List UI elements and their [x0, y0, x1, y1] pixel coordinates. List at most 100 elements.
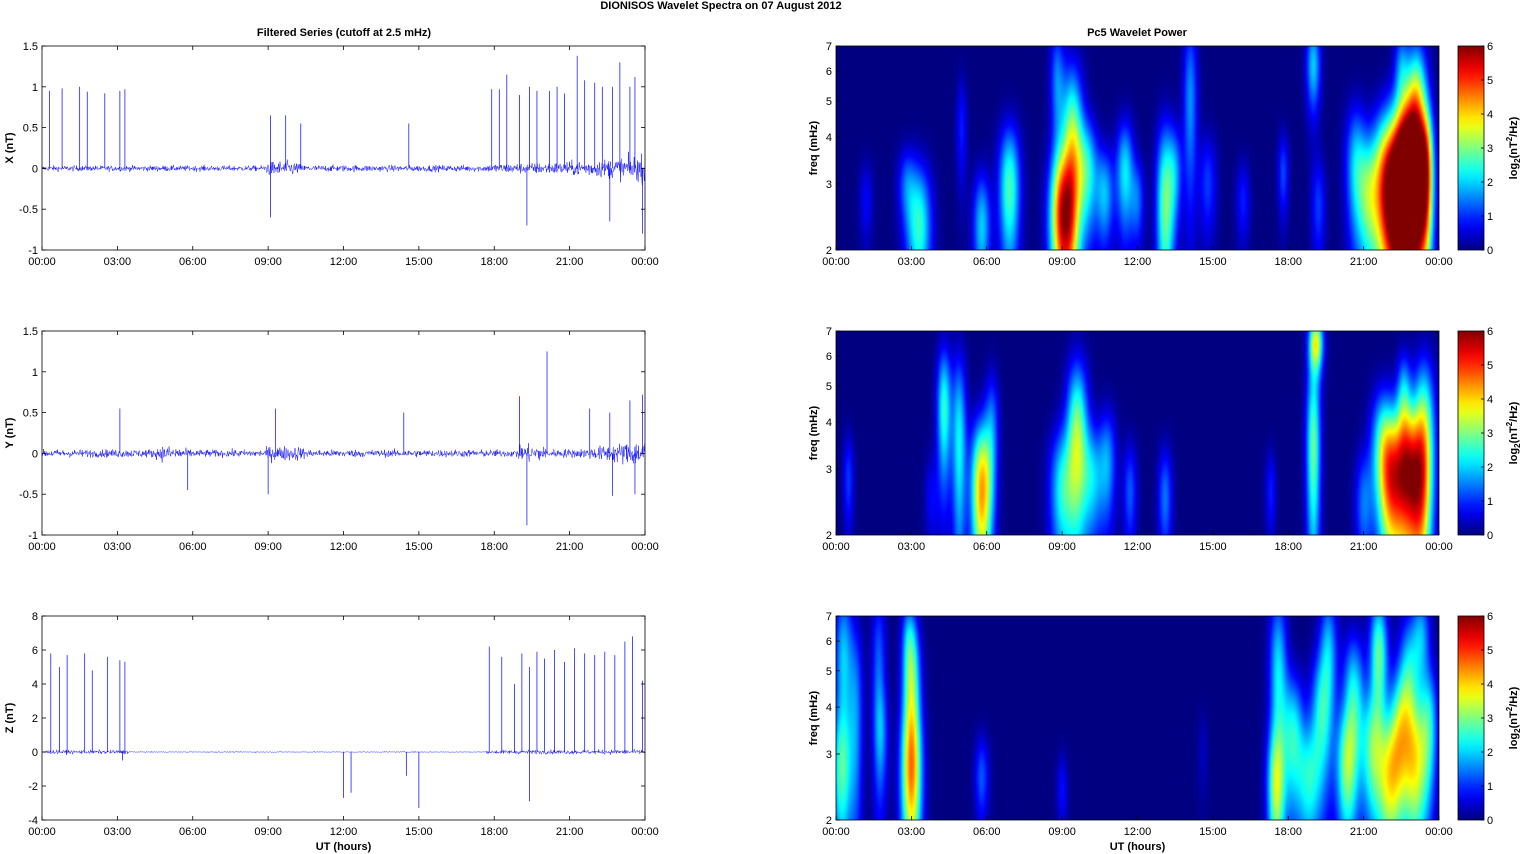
- x-tick-label: 18:00: [480, 256, 508, 268]
- y-tick-label: 2: [826, 245, 832, 257]
- y-tick-label: 4: [32, 679, 38, 691]
- left-column-title: Filtered Series (cutoff at 2.5 mHz): [257, 27, 432, 39]
- x-tick-label: 18:00: [1274, 256, 1302, 268]
- x-tick-label: 00:00: [28, 541, 56, 553]
- y-tick-label: 7: [826, 326, 832, 338]
- x-tick-label: 21:00: [1350, 826, 1378, 838]
- colorbar-tick-label: 1: [1487, 496, 1493, 508]
- y-tick-label: 5: [826, 666, 832, 678]
- x-tick-label: 06:00: [179, 541, 207, 553]
- x-tick-label: 00:00: [631, 541, 659, 553]
- colorbar-tick-label: 0: [1487, 815, 1493, 827]
- line-panel-3: -4 -2 0 2 4 6 8 00:00 03:00 06:00 09:00 12:00 15:00 1…: [4, 611, 659, 853]
- colorbar-tick-label: 3: [1487, 428, 1493, 440]
- colorbar-tick-label: 5: [1487, 645, 1493, 657]
- y-tick-label: -1: [28, 245, 38, 257]
- line-panel-2: -1 -0.5 0 0.5 1 1.5 00:00 03:00 06:00 09:00 12:00 1…: [4, 326, 659, 553]
- wavelet-power-image: [836, 616, 1439, 820]
- line-panel-1: -1 -0.5 0 0.5 1 1.5 00:00 03:00 06:00 09:00 12:00 1…: [4, 41, 659, 268]
- x-tick-label: 18:00: [480, 826, 508, 838]
- y-tick-label: 4: [826, 132, 832, 144]
- x-tick-label: 00:00: [822, 541, 850, 553]
- x-tick-label: 21:00: [1350, 256, 1378, 268]
- y-tick-label: -4: [28, 815, 38, 827]
- x-tick-label: 00:00: [822, 256, 850, 268]
- colorbar-tick-label: 1: [1487, 211, 1493, 223]
- data-series-line: [42, 748, 645, 756]
- y-tick-label: 0: [32, 448, 38, 460]
- colorbar-label: log2(nT2/Hz): [1505, 116, 1521, 179]
- colorbar-tick-label: 6: [1487, 326, 1493, 338]
- figure-suptitle: DIONISOS Wavelet Spectra on 07 August 20…: [600, 0, 841, 12]
- y-tick-label: 0: [32, 747, 38, 759]
- x-tick-label: 00:00: [1425, 826, 1453, 838]
- heatmap-panel-6: 2 3 4 5 6 7 00:00 03:00 06:00 09:00 12:00 15:00 18:0…: [808, 611, 1521, 853]
- x-tick-label: 15:00: [1199, 826, 1227, 838]
- x-tick-label: 09:00: [254, 541, 282, 553]
- data-series-line: [42, 443, 645, 465]
- x-tick-label: 12:00: [1124, 256, 1152, 268]
- x-tick-label: 06:00: [973, 826, 1001, 838]
- wavelet-power-image: [836, 46, 1439, 250]
- colorbar: [1457, 45, 1485, 251]
- x-axis-label: UT (hours): [1110, 841, 1166, 853]
- colorbar-tick-label: 2: [1487, 462, 1493, 474]
- y-axis-label: freq (mHz): [808, 690, 820, 745]
- y-axis-label: freq (mHz): [808, 120, 820, 175]
- x-tick-label: 12:00: [1124, 826, 1152, 838]
- colorbar-tick-label: 3: [1487, 143, 1493, 155]
- y-tick-label: -1: [28, 530, 38, 542]
- colorbar-tick-label: 6: [1487, 611, 1493, 623]
- y-tick-label: 6: [32, 645, 38, 657]
- colorbar-tick-label: 1: [1487, 781, 1493, 793]
- y-tick-label: -0.5: [19, 204, 38, 216]
- colorbar-label: log2(nT2/Hz): [1505, 686, 1521, 749]
- x-tick-label: 03:00: [104, 256, 132, 268]
- y-tick-label: 6: [826, 66, 832, 78]
- x-tick-label: 09:00: [1048, 256, 1076, 268]
- colorbar-label: log2(nT2/Hz): [1505, 401, 1521, 464]
- x-tick-label: 03:00: [898, 826, 926, 838]
- x-tick-label: 00:00: [28, 826, 56, 838]
- y-tick-label: -2: [28, 781, 38, 793]
- y-tick-label: 7: [826, 41, 832, 53]
- plot-area: [42, 331, 645, 535]
- panels-group: -1 -0.5 0 0.5 1 1.5 00:00 03:00 06:00 09:00 12:00 1…: [4, 41, 1521, 853]
- y-axis-label: Z (nT): [4, 702, 16, 733]
- y-tick-label: 5: [826, 96, 832, 108]
- x-tick-label: 00:00: [822, 826, 850, 838]
- x-tick-label: 06:00: [973, 256, 1001, 268]
- y-tick-label: -0.5: [19, 489, 38, 501]
- y-tick-label: 3: [826, 464, 832, 476]
- y-axis-label: X (nT): [4, 132, 16, 163]
- colorbar-tick-label: 0: [1487, 530, 1493, 542]
- y-tick-label: 8: [32, 611, 38, 623]
- y-tick-label: 2: [32, 713, 38, 725]
- x-tick-label: 09:00: [254, 826, 282, 838]
- y-tick-label: 4: [826, 417, 832, 429]
- x-tick-label: 21:00: [556, 256, 584, 268]
- x-tick-label: 18:00: [480, 541, 508, 553]
- x-tick-label: 09:00: [254, 256, 282, 268]
- colorbar-tick-label: 2: [1487, 177, 1493, 189]
- x-tick-label: 03:00: [898, 541, 926, 553]
- x-tick-label: 12:00: [1124, 541, 1152, 553]
- y-axis-label: freq (mHz): [808, 405, 820, 460]
- x-tick-label: 15:00: [405, 256, 433, 268]
- x-tick-label: 09:00: [1048, 541, 1076, 553]
- y-axis-label: Y (nT): [4, 417, 16, 448]
- x-tick-label: 12:00: [330, 541, 358, 553]
- y-tick-label: 6: [826, 636, 832, 648]
- colorbar-tick-label: 3: [1487, 713, 1493, 725]
- y-tick-label: 5: [826, 381, 832, 393]
- y-tick-label: 1.5: [23, 41, 38, 53]
- x-tick-label: 00:00: [631, 826, 659, 838]
- x-tick-label: 15:00: [405, 826, 433, 838]
- x-tick-label: 03:00: [898, 256, 926, 268]
- x-tick-label: 15:00: [1199, 541, 1227, 553]
- x-tick-label: 18:00: [1274, 826, 1302, 838]
- x-tick-label: 15:00: [1199, 256, 1227, 268]
- right-column-title: Pc5 Wavelet Power: [1087, 27, 1188, 39]
- y-tick-label: 0.5: [23, 123, 38, 135]
- y-tick-label: 1.5: [23, 326, 38, 338]
